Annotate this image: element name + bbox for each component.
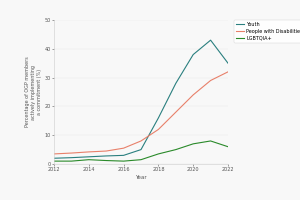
People with Disabilities: [226, 71, 230, 73]
LGBTQIA+: [122, 160, 125, 162]
People with Disabilities: [139, 140, 143, 142]
People with Disabilities: [157, 128, 160, 131]
People with Disabilities: [209, 79, 212, 82]
Line: Youth: Youth: [54, 40, 228, 158]
Youth: [191, 53, 195, 56]
Line: People with Disabilities: People with Disabilities: [54, 72, 228, 154]
People with Disabilities: [87, 151, 91, 153]
People with Disabilities: [104, 150, 108, 152]
Y-axis label: Percentage of OGP members
actively implementing
a commitment (%): Percentage of OGP members actively imple…: [25, 57, 41, 127]
Youth: [122, 154, 125, 157]
LGBTQIA+: [174, 148, 178, 151]
Line: LGBTQIA+: LGBTQIA+: [54, 141, 228, 161]
LGBTQIA+: [87, 158, 91, 161]
Youth: [226, 62, 230, 64]
LGBTQIA+: [104, 159, 108, 162]
People with Disabilities: [70, 152, 73, 154]
Youth: [87, 156, 91, 158]
LGBTQIA+: [70, 160, 73, 162]
People with Disabilities: [174, 111, 178, 113]
Youth: [104, 155, 108, 157]
Youth: [52, 157, 56, 159]
LGBTQIA+: [52, 160, 56, 162]
People with Disabilities: [52, 153, 56, 155]
Youth: [157, 117, 160, 119]
People with Disabilities: [122, 147, 125, 149]
Youth: [174, 82, 178, 85]
LGBTQIA+: [139, 158, 143, 161]
LGBTQIA+: [209, 140, 212, 142]
Youth: [209, 39, 212, 41]
X-axis label: Year: Year: [135, 175, 147, 180]
Youth: [70, 156, 73, 159]
Legend: Youth, People with Disabilities, LGBTQIA+: Youth, People with Disabilities, LGBTQIA…: [234, 20, 300, 43]
People with Disabilities: [191, 94, 195, 96]
LGBTQIA+: [191, 143, 195, 145]
LGBTQIA+: [226, 146, 230, 148]
LGBTQIA+: [157, 153, 160, 155]
Youth: [139, 148, 143, 151]
